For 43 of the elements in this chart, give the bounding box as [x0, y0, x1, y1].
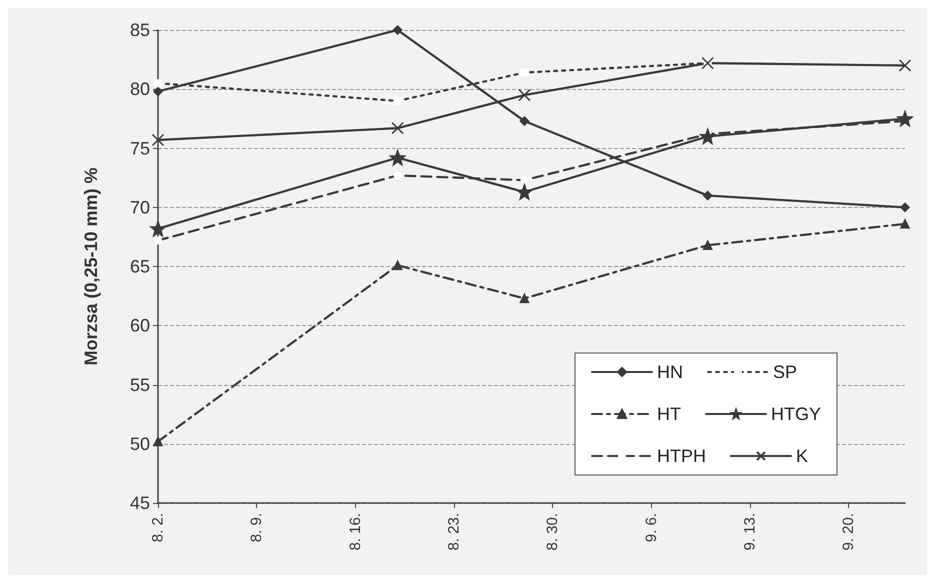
point: [150, 220, 166, 236]
point: [153, 436, 163, 446]
x-tick-label: 8. 30.: [544, 513, 562, 551]
y-tick-label: 70: [130, 197, 150, 218]
point: [520, 116, 530, 126]
point: [392, 260, 402, 270]
legend-label: HTPH: [657, 446, 706, 466]
point: [392, 25, 402, 35]
y-tick-label: 45: [130, 493, 150, 513]
point: [702, 240, 712, 250]
point: [153, 86, 163, 96]
x-tick-label: 8. 16.: [346, 513, 364, 551]
y-tick-label: 85: [130, 20, 150, 40]
point: [516, 184, 532, 200]
x-tick-label: 9. 13.: [741, 513, 758, 551]
y-tick-label: 75: [130, 138, 150, 158]
legend-label: K: [796, 446, 808, 466]
x-tick-label: 9. 20.: [840, 513, 858, 551]
y-tick-label: 65: [130, 256, 150, 276]
legend-label: HTGY: [771, 404, 822, 424]
x-tick-label: 8. 23.: [445, 513, 462, 551]
point: [897, 110, 913, 126]
legend-label: SP: [773, 362, 798, 382]
y-tick-label: 55: [130, 374, 150, 395]
point: [520, 294, 530, 304]
point: [898, 59, 912, 72]
x-tick-label: 8. 2.: [150, 513, 166, 542]
point: [900, 202, 910, 212]
legend-label: HN: [657, 362, 684, 382]
y-axis-title: Morzsa (0,25-10 mm) %: [81, 167, 101, 366]
point: [700, 128, 716, 144]
point: [702, 190, 712, 200]
point: [152, 134, 164, 146]
x-tick-label: 8. 9.: [248, 513, 266, 542]
point: [390, 150, 406, 166]
y-tick-label: 80: [130, 79, 150, 100]
y-tick-label: 60: [130, 316, 150, 336]
x-tick-label: 9. 6.: [642, 513, 660, 542]
point: [900, 219, 910, 229]
y-tick-label: 50: [130, 434, 150, 454]
point: [518, 88, 531, 102]
legend-label: HT: [657, 404, 682, 424]
point: [391, 122, 404, 134]
